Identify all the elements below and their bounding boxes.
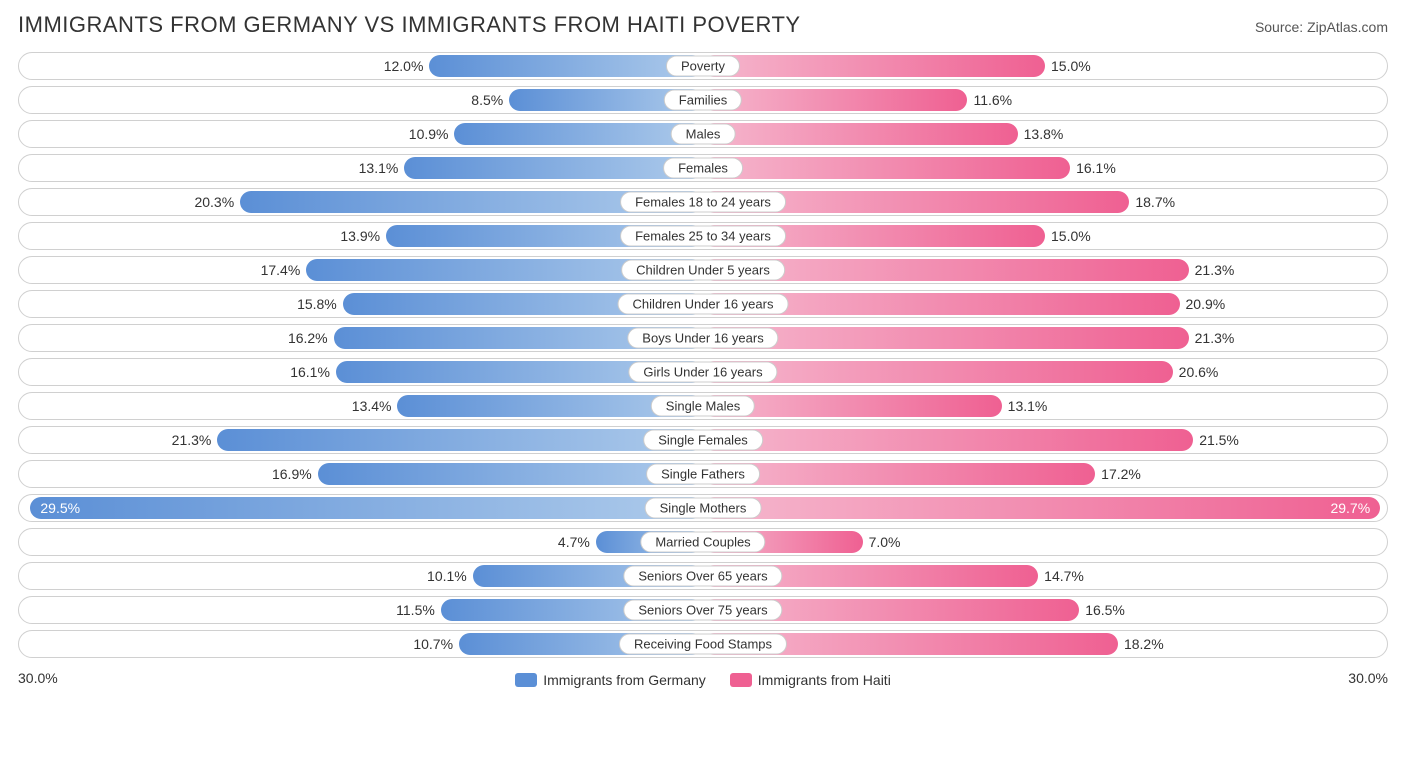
axis-max-left: 30.0%	[18, 670, 58, 686]
category-label: Receiving Food Stamps	[619, 634, 787, 655]
value-haiti: 7.0%	[863, 529, 901, 555]
value-haiti: 18.7%	[1129, 189, 1175, 215]
chart-row: 15.8% 20.9% Children Under 16 years	[18, 290, 1388, 318]
value-germany: 10.7%	[413, 631, 459, 657]
value-haiti: 29.7%	[703, 495, 1380, 521]
chart-row: 10.9% 13.8% Males	[18, 120, 1388, 148]
category-label: Girls Under 16 years	[628, 362, 777, 383]
chart-row: 13.4% 13.1% Single Males	[18, 392, 1388, 420]
value-germany: 16.1%	[290, 359, 336, 385]
chart-row: 16.1% 20.6% Girls Under 16 years	[18, 358, 1388, 386]
category-label: Seniors Over 65 years	[623, 566, 782, 587]
bar-germany	[454, 123, 703, 145]
chart-footer: 30.0% Immigrants from Germany Immigrants…	[18, 668, 1388, 692]
bar-germany	[429, 55, 703, 77]
chart-row: 8.5% 11.6% Families	[18, 86, 1388, 114]
value-haiti: 21.3%	[1189, 257, 1235, 283]
chart-row: 16.9% 17.2% Single Fathers	[18, 460, 1388, 488]
source-attribution: Source: ZipAtlas.com	[1255, 19, 1388, 35]
value-germany: 20.3%	[194, 189, 240, 215]
category-label: Single Fathers	[646, 464, 760, 485]
value-germany: 29.5%	[30, 495, 703, 521]
value-haiti: 13.8%	[1018, 121, 1064, 147]
value-germany: 4.7%	[558, 529, 596, 555]
value-haiti: 16.1%	[1070, 155, 1116, 181]
value-germany: 10.1%	[427, 563, 473, 589]
value-germany: 15.8%	[297, 291, 343, 317]
value-haiti: 21.5%	[1193, 427, 1239, 453]
legend-swatch-germany	[515, 673, 537, 687]
category-label: Females	[663, 158, 743, 179]
axis-max-right: 30.0%	[1348, 670, 1388, 686]
value-germany: 21.3%	[172, 427, 218, 453]
source-name: ZipAtlas.com	[1307, 19, 1388, 35]
bar-haiti	[703, 157, 1070, 179]
category-label: Poverty	[666, 56, 740, 77]
value-germany: 11.5%	[396, 597, 441, 623]
value-haiti: 16.5%	[1079, 597, 1125, 623]
chart-row: 29.5%29.7%Single Mothers	[18, 494, 1388, 522]
source-prefix: Source:	[1255, 19, 1307, 35]
chart-row: 13.9% 15.0% Females 25 to 34 years	[18, 222, 1388, 250]
chart-row: 16.2% 21.3% Boys Under 16 years	[18, 324, 1388, 352]
bar-germany	[217, 429, 703, 451]
category-label: Single Mothers	[645, 498, 762, 519]
bar-haiti	[703, 463, 1095, 485]
category-label: Single Males	[651, 396, 755, 417]
legend: Immigrants from Germany Immigrants from …	[515, 672, 891, 688]
value-haiti: 17.2%	[1095, 461, 1141, 487]
chart-row: 4.7% 7.0% Married Couples	[18, 528, 1388, 556]
value-haiti: 15.0%	[1045, 53, 1091, 79]
chart-row: 13.1% 16.1% Females	[18, 154, 1388, 182]
value-germany: 8.5%	[471, 87, 509, 113]
value-germany: 13.9%	[340, 223, 386, 249]
legend-label-germany: Immigrants from Germany	[543, 672, 706, 688]
category-label: Single Females	[643, 430, 763, 451]
bar-haiti	[703, 123, 1018, 145]
value-haiti: 15.0%	[1045, 223, 1091, 249]
bar-germany	[404, 157, 703, 179]
bar-haiti	[703, 55, 1045, 77]
value-haiti: 14.7%	[1038, 563, 1084, 589]
legend-item-haiti: Immigrants from Haiti	[730, 672, 891, 688]
header: IMMIGRANTS FROM GERMANY VS IMMIGRANTS FR…	[18, 12, 1388, 38]
chart-row: 21.3% 21.5% Single Females	[18, 426, 1388, 454]
category-label: Boys Under 16 years	[627, 328, 778, 349]
legend-swatch-haiti	[730, 673, 752, 687]
value-haiti: 21.3%	[1189, 325, 1235, 351]
chart-row: 20.3% 18.7% Females 18 to 24 years	[18, 188, 1388, 216]
value-germany: 10.9%	[409, 121, 455, 147]
legend-label-haiti: Immigrants from Haiti	[758, 672, 891, 688]
chart-row: 12.0% 15.0% Poverty	[18, 52, 1388, 80]
legend-item-germany: Immigrants from Germany	[515, 672, 706, 688]
category-label: Children Under 5 years	[621, 260, 785, 281]
category-label: Families	[664, 90, 742, 111]
value-haiti: 11.6%	[967, 87, 1012, 113]
category-label: Males	[671, 124, 736, 145]
category-label: Females 25 to 34 years	[620, 226, 786, 247]
chart-row: 10.1% 14.7% Seniors Over 65 years	[18, 562, 1388, 590]
chart-row: 17.4% 21.3% Children Under 5 years	[18, 256, 1388, 284]
value-germany: 16.9%	[272, 461, 318, 487]
chart-container: IMMIGRANTS FROM GERMANY VS IMMIGRANTS FR…	[0, 0, 1406, 758]
chart-title: IMMIGRANTS FROM GERMANY VS IMMIGRANTS FR…	[18, 12, 801, 38]
category-label: Females 18 to 24 years	[620, 192, 786, 213]
value-haiti: 20.6%	[1173, 359, 1219, 385]
chart-area: 12.0%15.0%Poverty8.5%11.6%Families10.9%1…	[18, 52, 1388, 658]
value-germany: 12.0%	[384, 53, 430, 79]
value-germany: 13.1%	[359, 155, 405, 181]
chart-row: 10.7% 18.2% Receiving Food Stamps	[18, 630, 1388, 658]
bar-haiti	[703, 429, 1193, 451]
value-germany: 13.4%	[352, 393, 398, 419]
category-label: Married Couples	[640, 532, 765, 553]
value-haiti: 18.2%	[1118, 631, 1164, 657]
category-label: Seniors Over 75 years	[623, 600, 782, 621]
value-germany: 17.4%	[261, 257, 307, 283]
value-germany: 16.2%	[288, 325, 334, 351]
value-haiti: 13.1%	[1002, 393, 1048, 419]
bar-haiti	[703, 89, 967, 111]
value-haiti: 20.9%	[1180, 291, 1226, 317]
chart-row: 11.5% 16.5% Seniors Over 75 years	[18, 596, 1388, 624]
category-label: Children Under 16 years	[618, 294, 789, 315]
